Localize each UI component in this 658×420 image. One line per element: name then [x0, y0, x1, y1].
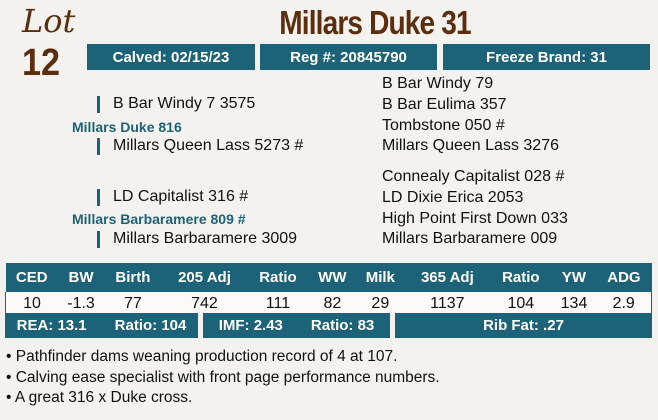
stat-header: Birth	[104, 263, 162, 292]
pedigree-ancestor: Tombstone 050 #	[382, 117, 505, 134]
stat-value: 742	[161, 292, 248, 315]
pedigree-bracket	[97, 96, 100, 113]
stat-value: 29	[356, 292, 405, 315]
rib-fat-box: Rib Fat: .27	[395, 313, 652, 338]
stat-header: Milk	[356, 263, 405, 292]
pedigree-bracket	[97, 231, 100, 248]
stat-header: Ratio	[490, 263, 552, 292]
stat-value: 1137	[404, 292, 491, 315]
stat-header: CED	[5, 263, 58, 292]
calved-text: Calved: 02/15/23	[112, 48, 230, 66]
dam-dam: Millars Barbaramere 3009	[113, 230, 298, 247]
imf-value: IMF: 2.43	[218, 317, 283, 334]
sire-name: Millars Duke 816	[72, 119, 182, 135]
stat-value: 111	[247, 292, 309, 315]
pedigree-ancestor: Connealy Capitalist 028 #	[382, 168, 565, 185]
pedigree-ancestor: LD Dixie Erica 2053	[382, 189, 524, 206]
freeze-brand-text: Freeze Brand: 31	[486, 48, 607, 66]
pedigree-ancestor: Millars Queen Lass 3276	[382, 137, 559, 154]
stat-value: 77	[104, 292, 162, 315]
dam-name: Millars Barbaramere 809 #	[72, 211, 246, 227]
imf-box: IMF: 2.43 Ratio: 83	[203, 313, 390, 338]
stat-header: WW	[308, 263, 357, 292]
pedigree-bracket	[97, 138, 100, 155]
dam-sire: LD Capitalist 316 #	[113, 188, 249, 205]
reg-text: Reg #: 20845790	[290, 48, 407, 66]
stat-header: ADG	[596, 263, 652, 292]
stat-value: 134	[551, 292, 597, 315]
calved-date: Calved: 02/15/23	[87, 44, 255, 70]
stat-header: 365 Adj	[404, 263, 491, 292]
rea-box: REA: 13.1 Ratio: 104	[5, 313, 198, 338]
imf-ratio: Ratio: 83	[310, 317, 375, 334]
registration-number: Reg #: 20845790	[260, 44, 437, 70]
sire-sire: B Bar Windy 7 3575	[113, 95, 256, 112]
lot-label: Lot	[22, 2, 76, 40]
stat-value: -1.3	[57, 292, 105, 315]
stat-header: BW	[57, 263, 105, 292]
freeze-brand: Freeze Brand: 31	[443, 44, 650, 70]
rea-value: REA: 13.1	[16, 317, 87, 334]
note: • A great 316 x Duke cross.	[6, 389, 193, 406]
lot-number: 12	[22, 42, 61, 84]
stat-value: 10	[4, 292, 58, 315]
animal-name: Millars Duke 31	[279, 4, 471, 41]
stat-value: 104	[490, 292, 552, 315]
stat-header: Ratio	[247, 263, 309, 292]
pedigree-bracket	[97, 189, 100, 206]
pedigree-ancestor: Millars Barbaramere 009	[382, 230, 558, 247]
performance-table: CED BW Birth 205 Adj Ratio WW Milk 365 Adj Ratio…	[4, 263, 653, 315]
stat-header: YW	[551, 263, 597, 292]
sire-dam: Millars Queen Lass 5273 #	[113, 137, 304, 154]
rea-ratio: Ratio: 104	[114, 317, 187, 334]
pedigree-ancestor: B Bar Windy 79	[382, 75, 494, 92]
note: • Pathfinder dams weaning production rec…	[6, 348, 398, 365]
stat-value: 2.9	[596, 292, 653, 315]
rib-fat-value: Rib Fat: .27	[483, 317, 564, 334]
pedigree-ancestor: B Bar Eulima 357	[382, 96, 507, 113]
stat-header: 205 Adj	[161, 263, 248, 292]
pedigree-ancestor: High Point First Down 033	[382, 210, 568, 227]
stat-value: 82	[308, 292, 357, 315]
note: • Calving ease specialist with front pag…	[6, 369, 440, 386]
